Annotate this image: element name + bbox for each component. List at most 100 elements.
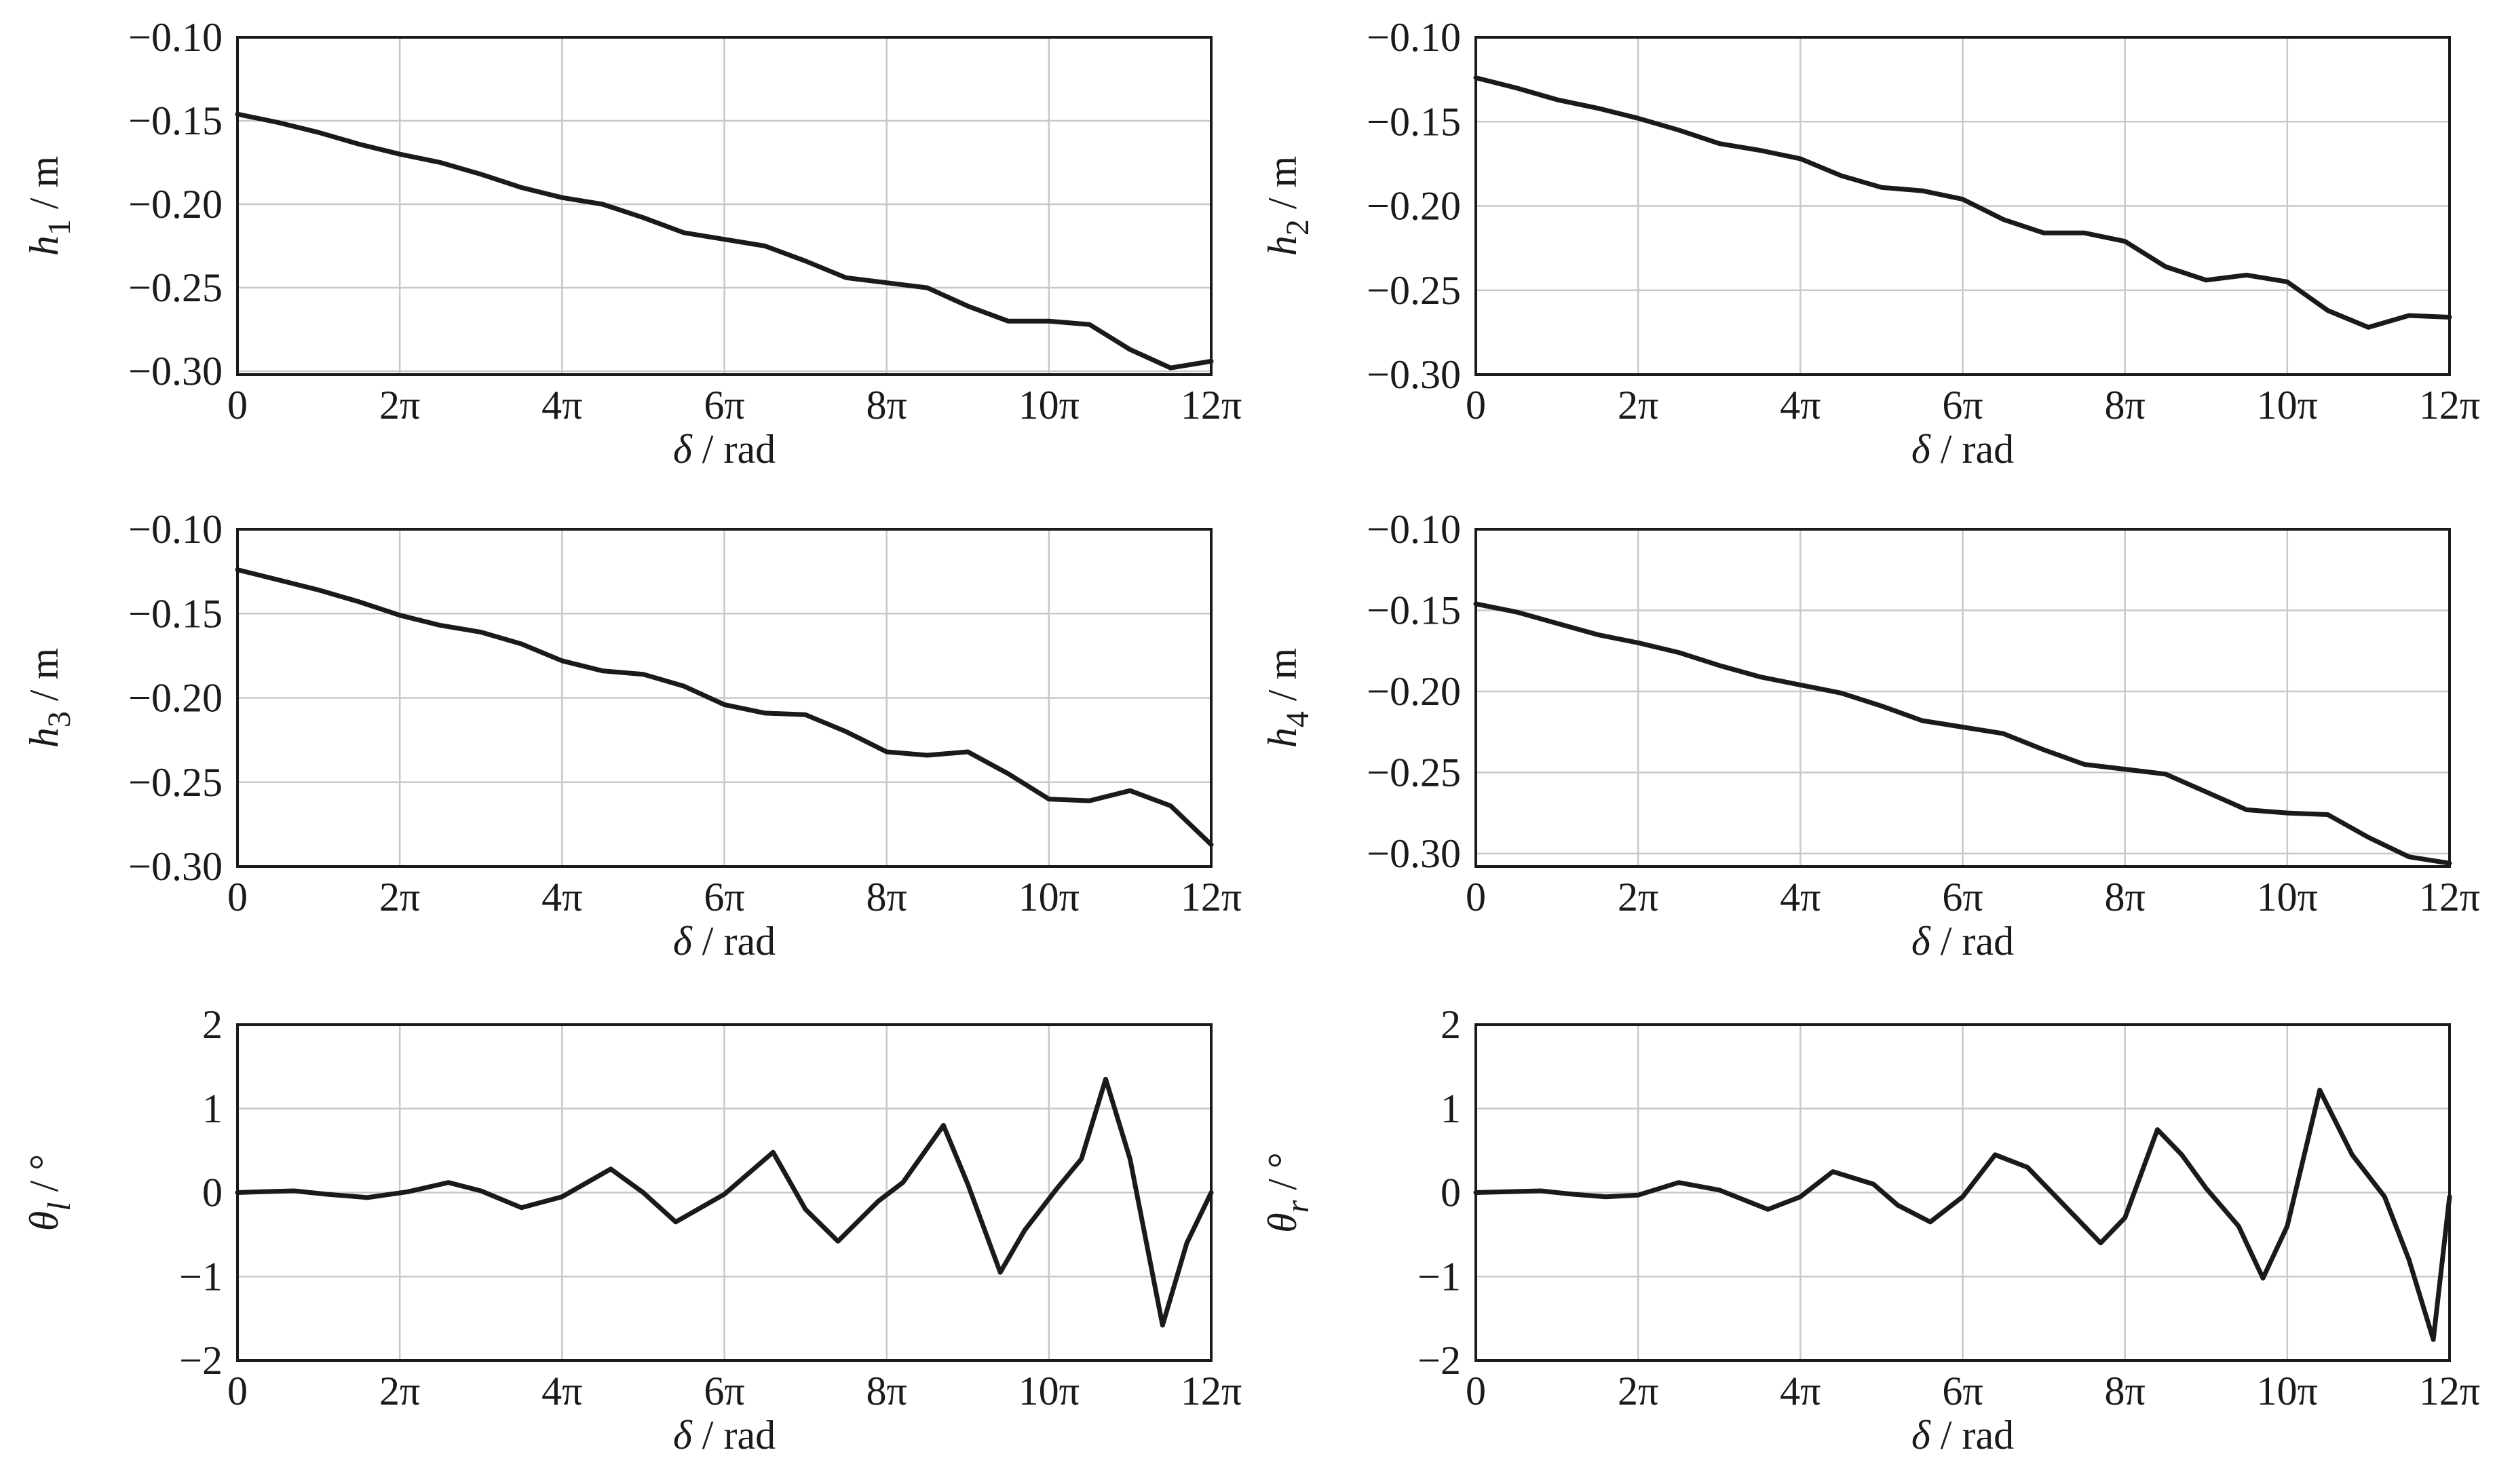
x-tick-label-1-5: 10π	[1018, 383, 1080, 427]
series-line-h1	[235, 111, 1214, 370]
x-axis-label-2: δ / rad	[1911, 427, 2014, 472]
x-tick-label-2-2: 4π	[1780, 383, 1821, 427]
plot-frame-3	[236, 528, 1213, 868]
y-tick-label-1-2: −0.20	[128, 182, 223, 227]
x-axis-label-3: δ / rad	[673, 919, 776, 964]
x-axis-label-5: δ / rad	[673, 1413, 776, 1458]
plot-frame-1	[236, 36, 1213, 376]
x-tick-label-4-5: 10π	[2257, 875, 2318, 919]
y-tick-label-5-3: −1	[179, 1254, 223, 1299]
x-tick-label-6-4: 8π	[2105, 1369, 2146, 1413]
plot-frame-5	[236, 1023, 1213, 1362]
y-axis-label-2: h2 / m	[1260, 156, 1316, 256]
series-line-h4	[1473, 601, 2452, 866]
y-tick-label-6-2: 0	[1441, 1171, 1461, 1215]
x-tick-label-4-1: 2π	[1618, 875, 1658, 919]
x-tick-label-1-6: 12π	[1181, 383, 1242, 427]
x-tick-label-3-5: 10π	[1018, 875, 1080, 919]
x-tick-label-1-3: 6π	[704, 383, 744, 427]
series-line-theta_r	[1473, 1088, 2452, 1342]
x-tick-label-5-6: 12π	[1181, 1369, 1242, 1413]
x-axis-label-4: δ / rad	[1911, 919, 2014, 964]
x-tick-label-5-5: 10π	[1018, 1369, 1080, 1413]
y-axis-label-1: h1 / m	[22, 156, 77, 256]
y-tick-label-2-1: −0.15	[1367, 99, 1461, 144]
x-tick-label-6-6: 12π	[2419, 1369, 2480, 1413]
y-tick-label-3-2: −0.20	[128, 676, 223, 721]
x-tick-label-4-4: 8π	[2105, 875, 2146, 919]
x-tick-label-2-1: 2π	[1618, 383, 1658, 427]
y-tick-label-1-1: −0.15	[128, 98, 223, 143]
x-tick-label-1-4: 8π	[866, 383, 907, 427]
series-line-h3	[235, 567, 1214, 848]
chart-panel-3: 0 2π 4π 6π 8π 10π 12π −0.10 −0.15 −0.20 −0.25 −0.30…	[22, 507, 1242, 964]
chart-panel-1: 0 2π 4π 6π 8π 10π 12π −0.10 −0.15 −0.20 −0.25 −0.30…	[22, 15, 1242, 472]
plot-frame-6	[1474, 1023, 2451, 1362]
x-tick-label-4-3: 6π	[1942, 875, 1983, 919]
y-tick-label-4-0: −0.10	[1367, 507, 1461, 552]
x-tick-label-6-1: 2π	[1618, 1369, 1658, 1413]
x-tick-label-4-0: 0	[1466, 875, 1486, 919]
chart-panel-4: 0 2π 4π 6π 8π 10π 12π −0.10 −0.15 −0.20 −0.25 −0.30…	[1260, 507, 2480, 964]
x-tick-label-3-3: 6π	[704, 875, 744, 919]
y-tick-label-5-0: 2	[202, 1002, 223, 1047]
y-tick-label-3-1: −0.15	[128, 591, 223, 636]
x-tick-label-3-0: 0	[227, 875, 248, 919]
y-tick-label-6-1: 1	[1441, 1086, 1461, 1131]
y-tick-label-3-0: −0.10	[128, 507, 223, 552]
y-tick-label-5-4: −2	[179, 1338, 223, 1383]
y-tick-label-1-4: −0.30	[128, 349, 223, 394]
y-tick-label-5-2: 0	[202, 1171, 223, 1215]
x-axis-label-6: δ / rad	[1911, 1413, 2014, 1458]
series-line-h2	[1473, 75, 2452, 330]
y-tick-label-2-2: −0.20	[1367, 184, 1461, 229]
x-tick-label-2-4: 8π	[2105, 383, 2146, 427]
x-tick-label-3-2: 4π	[541, 875, 582, 919]
y-axis-label-3: h3 / m	[22, 648, 77, 748]
x-tick-label-5-0: 0	[227, 1369, 248, 1413]
x-tick-label-3-1: 2π	[379, 875, 420, 919]
y-tick-label-2-3: −0.25	[1367, 268, 1461, 313]
x-tick-label-5-2: 4π	[541, 1369, 582, 1413]
x-tick-label-5-4: 8π	[866, 1369, 907, 1413]
plot-frame-4	[1474, 528, 2451, 868]
x-tick-label-6-3: 6π	[1942, 1369, 1983, 1413]
y-axis-label-4: h4 / m	[1260, 648, 1316, 748]
y-tick-label-2-0: −0.10	[1367, 15, 1461, 60]
y-tick-label-4-3: −0.25	[1367, 750, 1461, 795]
y-tick-label-4-1: −0.15	[1367, 588, 1461, 632]
x-tick-label-4-6: 12π	[2419, 875, 2480, 919]
x-tick-label-6-2: 4π	[1780, 1369, 1821, 1413]
y-tick-label-1-3: −0.25	[128, 265, 223, 310]
y-tick-label-2-4: −0.30	[1367, 352, 1461, 397]
x-tick-label-6-5: 10π	[2257, 1369, 2318, 1413]
x-tick-label-1-2: 4π	[541, 383, 582, 427]
chart-panel-5: 0 2π 4π 6π 8π 10π 12π 2 1 0 −1 −2 δ / rad θl / °	[22, 1002, 1242, 1458]
x-tick-label-3-6: 12π	[1181, 875, 1242, 919]
y-tick-label-1-0: −0.10	[128, 15, 223, 60]
plot-frame-2	[1474, 36, 2451, 376]
y-tick-label-5-1: 1	[202, 1086, 223, 1131]
x-tick-label-1-1: 2π	[379, 383, 420, 427]
y-tick-label-3-3: −0.25	[128, 760, 223, 805]
x-tick-label-2-6: 12π	[2419, 383, 2480, 427]
x-tick-label-5-3: 6π	[704, 1369, 744, 1413]
x-axis-label-1: δ / rad	[673, 427, 776, 472]
series-line-theta_l	[235, 1076, 1214, 1328]
x-tick-label-2-0: 0	[1466, 383, 1486, 427]
x-tick-label-1-0: 0	[227, 383, 248, 427]
y-axis-label-6: θr / °	[1260, 1152, 1316, 1233]
x-tick-label-4-2: 4π	[1780, 875, 1821, 919]
y-tick-label-6-0: 2	[1441, 1002, 1461, 1047]
x-tick-label-2-3: 6π	[1942, 383, 1983, 427]
x-tick-label-2-5: 10π	[2257, 383, 2318, 427]
y-tick-label-4-4: −0.30	[1367, 831, 1461, 876]
chart-panel-2: 0 2π 4π 6π 8π 10π 12π −0.10 −0.15 −0.20 −0.25 −0.30…	[1260, 15, 2480, 472]
y-tick-label-6-4: −2	[1417, 1338, 1461, 1383]
y-tick-label-3-4: −0.30	[128, 844, 223, 889]
chart-panel-6: 0 2π 4π 6π 8π 10π 12π 2 1 0 −1 −2 δ / rad θr / °	[1260, 1002, 2480, 1458]
y-tick-label-4-2: −0.20	[1367, 669, 1461, 714]
y-axis-label-5: θl / °	[22, 1154, 77, 1232]
x-tick-label-5-1: 2π	[379, 1369, 420, 1413]
